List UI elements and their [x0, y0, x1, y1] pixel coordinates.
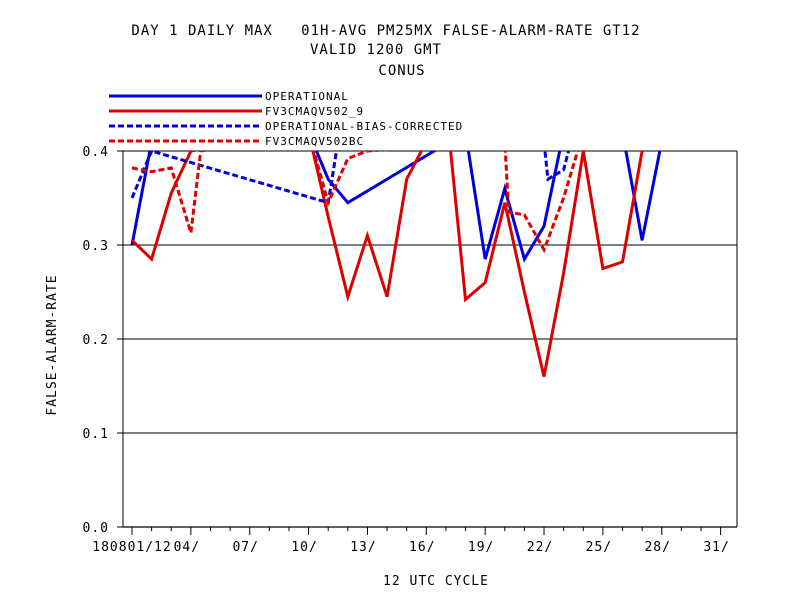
x-tick-label: 22/ — [527, 540, 553, 555]
x-tick-label: 180801/12 — [92, 540, 171, 555]
legend-label-2: FV3CMAQV502_9 — [265, 105, 364, 118]
y-axis-ticks: 0.0 0.1 0.2 0.3 0.4 — [83, 145, 123, 536]
x-tick-label: 25/ — [586, 540, 612, 555]
x-tick-label: 13/ — [350, 540, 376, 555]
x-tick-label: 07/ — [232, 540, 258, 555]
y-tick-label: 0.1 — [83, 427, 109, 442]
x-tick-label: 28/ — [644, 540, 670, 555]
y-tick-label: 0.3 — [83, 239, 109, 254]
gridlines — [123, 150, 737, 434]
series-line-2 — [130, 151, 644, 377]
title-line-3: CONUS — [378, 63, 425, 79]
y-tick-label: 0.0 — [83, 521, 109, 536]
x-tick-label: 16/ — [409, 540, 435, 555]
x-tick-label: 31/ — [703, 540, 729, 555]
y-tick-label: 0.4 — [83, 145, 109, 160]
legend-label-3: OPERATIONAL-BIAS-CORRECTED — [265, 120, 463, 133]
y-axis-label: FALSE-ALARM-RATE — [45, 274, 60, 415]
x-tick-label: 19/ — [468, 540, 494, 555]
y-tick-label: 0.2 — [83, 333, 109, 348]
legend-label-1: OPERATIONAL — [265, 90, 349, 103]
x-tick-label: 10/ — [291, 540, 317, 555]
x-axis-label: 12 UTC CYCLE — [383, 574, 489, 589]
series-layer — [130, 151, 662, 377]
title-line-1: DAY 1 DAILY MAX 01H-AVG PM25MX FALSE-ALA… — [131, 23, 640, 39]
chart-title: DAY 1 DAILY MAX 01H-AVG PM25MX FALSE-ALA… — [131, 23, 640, 79]
legend: OPERATIONAL FV3CMAQV502_9 OPERATIONAL-BIAS… — [109, 90, 463, 148]
series-line-4 — [131, 151, 580, 254]
legend-label-4: FV3CMAQV502BC — [265, 135, 364, 148]
series-line-3 — [130, 151, 571, 205]
x-axis-ticks: 180801/12 04/07/10/13/16/19/22/25/28/31/ — [92, 527, 729, 555]
x-tick-label: 04/ — [174, 540, 200, 555]
series-line-1 — [130, 151, 662, 263]
title-line-2: VALID 1200 GMT — [310, 42, 442, 58]
